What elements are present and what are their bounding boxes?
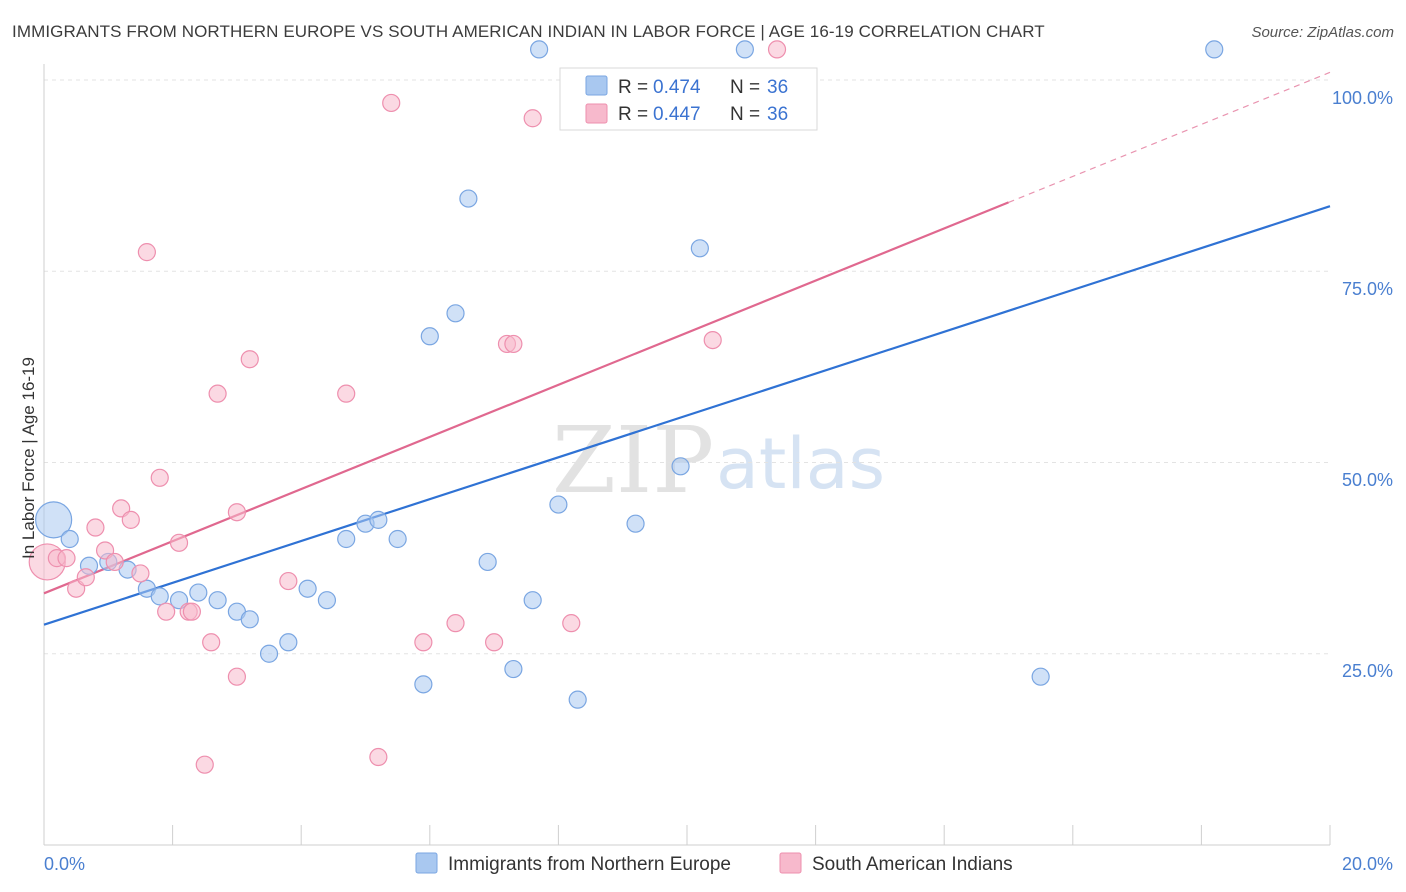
watermark-atlas: atlas <box>716 423 885 505</box>
y-tick-label-50: 50.0% <box>1342 470 1393 490</box>
data-point-blue <box>478 552 497 572</box>
data-point-blue <box>150 587 169 606</box>
data-point-pink <box>202 633 221 652</box>
data-point-blue <box>549 495 568 514</box>
data-point-blue <box>317 591 337 610</box>
data-point-pink <box>523 109 542 128</box>
data-point-pink <box>369 747 388 767</box>
x-tick-label-max: 20.0% <box>1342 854 1393 874</box>
axes <box>43 64 1331 846</box>
data-point-pink <box>562 614 581 633</box>
series-legend: Immigrants from Northern Europe South Am… <box>415 852 1013 875</box>
data-point-blue <box>298 579 317 598</box>
series-legend-swatch-blue <box>415 852 438 874</box>
data-point-blue <box>35 501 73 539</box>
data-point-pink <box>105 552 124 572</box>
data-point-pink <box>227 503 246 522</box>
source-label: Source: ZipAtlas.com <box>1251 24 1394 41</box>
data-point-blue <box>530 40 549 59</box>
data-point-blue <box>240 610 259 629</box>
data-point-blue <box>369 510 388 529</box>
data-point-blue <box>671 457 690 476</box>
data-point-blue <box>523 591 542 610</box>
legend-swatch-blue <box>585 75 608 96</box>
series-legend-swatch-pink <box>779 852 802 874</box>
legend-n-value-1: 36 <box>767 77 788 98</box>
data-point-pink <box>195 755 214 774</box>
data-point-pink <box>337 384 356 403</box>
data-point-blue <box>446 304 465 323</box>
trend-lines <box>43 71 1331 626</box>
chart-title: IMMIGRANTS FROM NORTHERN EUROPE VS SOUTH… <box>12 22 1045 41</box>
trend-line-extension-pink <box>1008 71 1331 203</box>
data-point-pink <box>485 633 504 652</box>
grid-lines <box>44 79 1330 655</box>
data-point-pink <box>504 334 523 354</box>
data-point-pink <box>208 384 227 403</box>
data-point-pink <box>227 667 246 686</box>
data-point-blue <box>279 633 298 652</box>
data-point-pink <box>121 510 140 529</box>
y-tick-label-25: 25.0% <box>1342 661 1393 681</box>
legend-n-label-2: N = <box>730 104 760 125</box>
trend-line-blue <box>43 205 1331 626</box>
data-point-blue <box>735 40 754 59</box>
data-point-blue <box>459 189 478 208</box>
data-point-pink <box>76 568 95 587</box>
y-axis-label: In Labor Force | Age 16-19 <box>19 357 38 559</box>
data-point-pink <box>157 602 176 621</box>
y-tick-label-100: 100.0% <box>1332 88 1393 108</box>
data-point-pink <box>86 518 105 537</box>
legend-n-label-1: N = <box>730 77 760 98</box>
data-point-pink <box>182 602 201 621</box>
watermark-zip: ZIP <box>552 407 714 514</box>
legend-r-label-2: R = <box>618 104 648 125</box>
data-point-pink <box>414 633 433 652</box>
data-point-blue <box>626 514 645 533</box>
x-tick-label-min: 0.0% <box>44 854 85 874</box>
data-point-blue <box>420 327 439 346</box>
data-point-pink <box>382 93 401 113</box>
legend-r-value-1: 0.474 <box>653 77 701 98</box>
data-point-blue <box>690 239 709 258</box>
data-point-blue <box>1205 40 1224 59</box>
y-tick-label-75: 75.0% <box>1342 279 1393 299</box>
legend-swatch-pink <box>585 103 608 124</box>
data-point-pink <box>131 564 150 583</box>
data-point-blue <box>208 591 227 610</box>
data-point-pink <box>169 533 189 552</box>
data-point-pink <box>703 331 722 350</box>
data-point-pink <box>279 571 298 591</box>
data-point-pink <box>767 40 787 59</box>
series-legend-label-pink: South American Indians <box>812 854 1013 875</box>
data-point-pink <box>150 468 169 487</box>
data-point-blue <box>1031 667 1050 686</box>
data-point-pink <box>446 614 465 633</box>
data-point-blue <box>568 690 587 709</box>
legend-n-value-2: 36 <box>767 104 788 125</box>
data-point-blue <box>504 659 523 679</box>
trend-line-pink <box>43 201 1009 595</box>
data-points <box>28 40 1224 774</box>
data-point-pink <box>240 350 259 369</box>
data-point-blue <box>60 529 79 549</box>
data-point-blue <box>259 644 279 663</box>
data-point-blue <box>337 529 356 549</box>
legend-r-value-2: 0.447 <box>653 104 701 125</box>
data-point-pink <box>137 243 156 262</box>
correlation-legend: R = 0.474 N = 36 R = 0.447 N = 36 <box>559 67 818 131</box>
data-point-blue <box>189 583 208 602</box>
series-legend-label-blue: Immigrants from Northern Europe <box>448 854 731 875</box>
data-point-blue <box>388 529 407 549</box>
data-point-pink <box>57 549 76 568</box>
data-point-blue <box>414 675 433 694</box>
legend-r-label-1: R = <box>618 77 648 98</box>
